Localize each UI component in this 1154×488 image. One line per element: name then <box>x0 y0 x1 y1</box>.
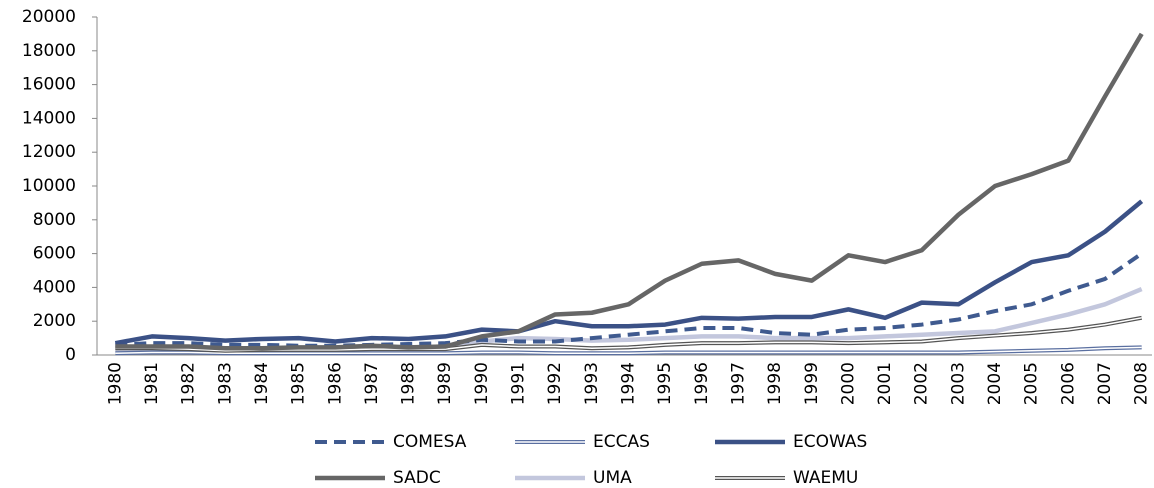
x-tick-label: 1997 <box>728 362 748 405</box>
x-tick-label: 1983 <box>215 362 235 405</box>
x-tick-label: 2000 <box>838 362 858 405</box>
x-tick-label: 2004 <box>985 362 1005 405</box>
x-tick-label: 1994 <box>619 362 639 405</box>
x-tick-label: 1988 <box>399 362 419 405</box>
y-tick-label: 8000 <box>33 210 76 230</box>
x-tick-label: 1993 <box>582 362 602 405</box>
legend-label: UMA <box>593 468 632 488</box>
x-tick-label: 1985 <box>289 362 309 405</box>
x-tick-label: 1987 <box>362 362 382 405</box>
y-tick-label: 4000 <box>33 277 76 297</box>
x-tick-label: 1996 <box>692 362 712 405</box>
x-tick-label: 1982 <box>179 362 199 405</box>
legend-label: ECCAS <box>593 432 650 452</box>
legend-label: ECOWAS <box>793 432 867 452</box>
x-tick-label: 2007 <box>1095 362 1115 405</box>
x-tick-label: 2008 <box>1132 362 1152 405</box>
x-tick-label: 1986 <box>325 362 345 405</box>
y-tick-label: 12000 <box>22 142 76 162</box>
series-line <box>115 32 1144 351</box>
x-tick-label: 1980 <box>105 362 125 405</box>
x-tick-label: 1990 <box>472 362 492 405</box>
x-tick-label: 1984 <box>252 362 272 405</box>
y-tick-label: 20000 <box>22 7 76 27</box>
legend-label: WAEMU <box>793 468 858 488</box>
y-tick-label: 10000 <box>22 176 76 196</box>
x-tick-label: 1991 <box>509 362 529 405</box>
series-line-inner <box>115 317 1142 352</box>
y-tick-label: 18000 <box>22 41 76 61</box>
x-tick-label: 2005 <box>1022 362 1042 405</box>
y-tick-label: 16000 <box>22 75 76 95</box>
x-tick-label: 2001 <box>875 362 895 405</box>
y-tick-label: 2000 <box>33 311 76 331</box>
x-tick-label: 1995 <box>655 362 675 405</box>
x-tick-label: 1998 <box>765 362 785 405</box>
series-line <box>115 251 1143 348</box>
series-line <box>114 199 1144 346</box>
x-tick-label: 2006 <box>1058 362 1078 405</box>
x-tick-label: 1992 <box>545 362 565 405</box>
y-tick-label: 14000 <box>22 108 76 128</box>
x-tick-label: 1999 <box>802 362 822 405</box>
x-tick-label: 2003 <box>948 362 968 405</box>
series-line-inner <box>115 346 1142 355</box>
y-tick-label: 6000 <box>33 244 76 264</box>
y-tick-label: 0 <box>65 345 76 365</box>
x-tick-label: 2002 <box>912 362 932 405</box>
x-tick-label: 1981 <box>142 362 162 405</box>
legend-label: COMESA <box>393 432 467 452</box>
legend-label: SADC <box>393 468 441 488</box>
x-tick-label: 1989 <box>435 362 455 405</box>
